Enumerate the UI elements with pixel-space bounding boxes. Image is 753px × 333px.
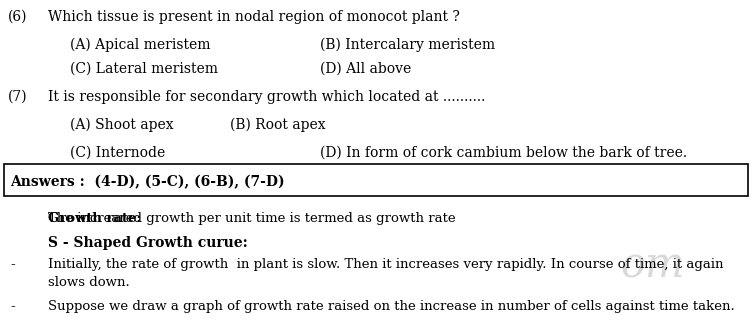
Text: Growth rate:: Growth rate: <box>48 212 142 225</box>
Text: (B) Root apex: (B) Root apex <box>230 118 325 133</box>
Text: -: - <box>10 300 15 314</box>
Text: Answers :  (4-D), (5-C), (6-B), (7-D): Answers : (4-D), (5-C), (6-B), (7-D) <box>10 175 285 189</box>
Text: The increared growth per unit time is termed as growth rate: The increared growth per unit time is te… <box>48 212 456 225</box>
Text: (C) Lateral meristem: (C) Lateral meristem <box>70 62 218 76</box>
Text: (C) Internode: (C) Internode <box>70 146 165 160</box>
Text: om: om <box>620 244 684 286</box>
Text: Suppose we draw a graph of growth rate raised on the increase in number of cells: Suppose we draw a graph of growth rate r… <box>48 300 735 313</box>
Text: Which tissue is present in nodal region of monocot plant ?: Which tissue is present in nodal region … <box>48 10 460 24</box>
Bar <box>4 164 748 196</box>
Text: (A) Shoot apex: (A) Shoot apex <box>70 118 174 133</box>
Text: (B) Intercalary meristem: (B) Intercalary meristem <box>320 38 495 52</box>
Text: (D) In form of cork cambium below the bark of tree.: (D) In form of cork cambium below the ba… <box>320 146 687 160</box>
Text: (A) Apical meristem: (A) Apical meristem <box>70 38 211 52</box>
Text: slows down.: slows down. <box>48 276 130 289</box>
Text: Initially, the rate of growth  in plant is slow. Then it increases very rapidly.: Initially, the rate of growth in plant i… <box>48 258 724 271</box>
Text: (7): (7) <box>8 90 28 104</box>
Text: (D) All above: (D) All above <box>320 62 411 76</box>
Text: S - Shaped Growth curue:: S - Shaped Growth curue: <box>48 236 248 250</box>
Text: (6): (6) <box>8 10 28 24</box>
Text: -: - <box>10 258 15 272</box>
Text: It is responsible for secondary growth which located at ..........: It is responsible for secondary growth w… <box>48 90 486 104</box>
